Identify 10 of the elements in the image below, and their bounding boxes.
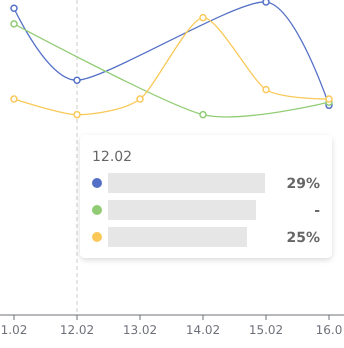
x-tick-label: 15.02 xyxy=(248,323,284,337)
annotation: - xyxy=(314,203,320,219)
x-tick-label: 13.02 xyxy=(122,323,158,337)
ref-line-label: 12.02 xyxy=(92,149,132,165)
x-tick-label: 12.02 xyxy=(60,323,94,337)
x-tick-label: 14.02 xyxy=(186,323,220,337)
x-tick-label: 16.0 xyxy=(316,323,342,337)
annotation: 25% xyxy=(286,230,320,246)
annotation: 29% xyxy=(286,176,320,192)
x-tick-label: 1.02 xyxy=(0,323,28,337)
